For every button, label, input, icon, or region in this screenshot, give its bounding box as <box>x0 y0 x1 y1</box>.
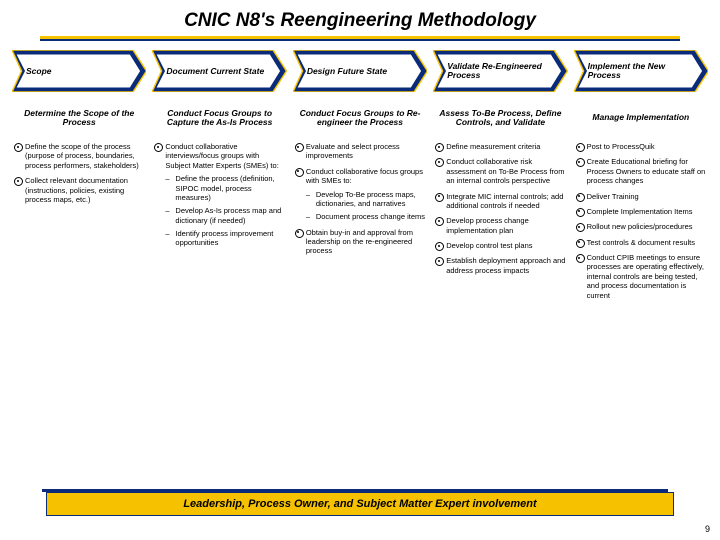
column: Implement the New Process Manage Implemen… <box>574 50 708 306</box>
title-underline <box>40 36 680 40</box>
footer-bar: Leadership, Process Owner, and Subject M… <box>46 492 674 516</box>
bullet-item: Conduct collaborative focus groups with … <box>295 167 425 222</box>
sub-item: Identify process improvement opportuniti… <box>165 229 284 248</box>
bullet-item: Test controls & document results <box>576 238 706 247</box>
bullet-item: Deliver Training <box>576 192 706 201</box>
sub-list: Develop To-Be process maps, dictionaries… <box>306 190 425 222</box>
bullet-item: Complete Implementation Items <box>576 207 706 216</box>
sub-item: Document process change items <box>306 212 425 221</box>
bullet-item: Define measurement criteria <box>435 142 565 151</box>
columns-container: ScopeDetermine the Scope of the ProcessD… <box>0 50 720 306</box>
column-subhead: Determine the Scope of the Process <box>12 98 146 142</box>
sub-item: Develop To-Be process maps, dictionaries… <box>306 190 425 209</box>
bullet-item: Create Educational briefing for Process … <box>576 157 706 185</box>
bullet-list: Define measurement criteria Conduct colla… <box>433 142 567 281</box>
bullet-item: Conduct collaborative interviews/focus g… <box>154 142 284 248</box>
phase-chevron: Implement the New Process <box>574 50 708 92</box>
bullet-item: Conduct collaborative risk assessment on… <box>435 157 565 185</box>
bullet-list: Evaluate and select process improvements… <box>293 142 427 262</box>
phase-chevron: Validate Re-Engineered Process <box>433 50 567 92</box>
page-number: 9 <box>705 524 710 534</box>
bullet-item: Obtain buy-in and approval from leadersh… <box>295 228 425 256</box>
bullet-item: Define the scope of the process (purpose… <box>14 142 144 170</box>
bullet-item: Establish deployment approach and addres… <box>435 256 565 275</box>
phase-label: Implement the New Process <box>574 50 708 92</box>
column: Validate Re-Engineered Process Assess To-… <box>433 50 567 306</box>
bullet-list: Define the scope of the process (purpose… <box>12 142 146 210</box>
column-subhead: Manage Implementation <box>574 98 708 142</box>
column-subhead: Conduct Focus Groups to Capture the As-I… <box>152 98 286 142</box>
phase-label: Document Current State <box>152 50 286 92</box>
bullet-item: Develop control test plans <box>435 241 565 250</box>
bullet-item: Conduct CPIB meetings to ensure processe… <box>576 253 706 300</box>
bullet-item: Evaluate and select process improvements <box>295 142 425 161</box>
sub-item: Define the process (definition, SIPOC mo… <box>165 174 284 202</box>
bullet-item: Collect relevant documentation (instruct… <box>14 176 144 204</box>
column-subhead: Assess To-Be Process, Define Controls, a… <box>433 98 567 142</box>
column: Document Current State Conduct Focus Grou… <box>152 50 286 306</box>
column: Design Future State Conduct Focus Groups … <box>293 50 427 306</box>
phase-chevron: Design Future State <box>293 50 427 92</box>
column-subhead: Conduct Focus Groups to Re-engineer the … <box>293 98 427 142</box>
bullet-list: Post to ProcessQuik Create Educational br… <box>574 142 708 306</box>
bullet-item: Develop process change implementation pl… <box>435 216 565 235</box>
phase-label: Validate Re-Engineered Process <box>433 50 567 92</box>
bullet-item: Rollout new policies/procedures <box>576 222 706 231</box>
page-title: CNIC N8's Reengineering Methodology <box>0 0 720 36</box>
column: Scope Determine the Scope of the ProcessD… <box>12 50 146 306</box>
bullet-item: Post to ProcessQuik <box>576 142 706 151</box>
sub-list: Define the process (definition, SIPOC mo… <box>165 174 284 248</box>
bullet-item: Integrate MIC internal controls; add add… <box>435 192 565 211</box>
phase-label: Scope <box>12 50 146 92</box>
phase-label: Design Future State <box>293 50 427 92</box>
phase-chevron: Scope <box>12 50 146 92</box>
bullet-list: Conduct collaborative interviews/focus g… <box>152 142 286 254</box>
phase-chevron: Document Current State <box>152 50 286 92</box>
sub-item: Develop As-Is process map and dictionary… <box>165 206 284 225</box>
footer-text: Leadership, Process Owner, and Subject M… <box>46 492 674 516</box>
